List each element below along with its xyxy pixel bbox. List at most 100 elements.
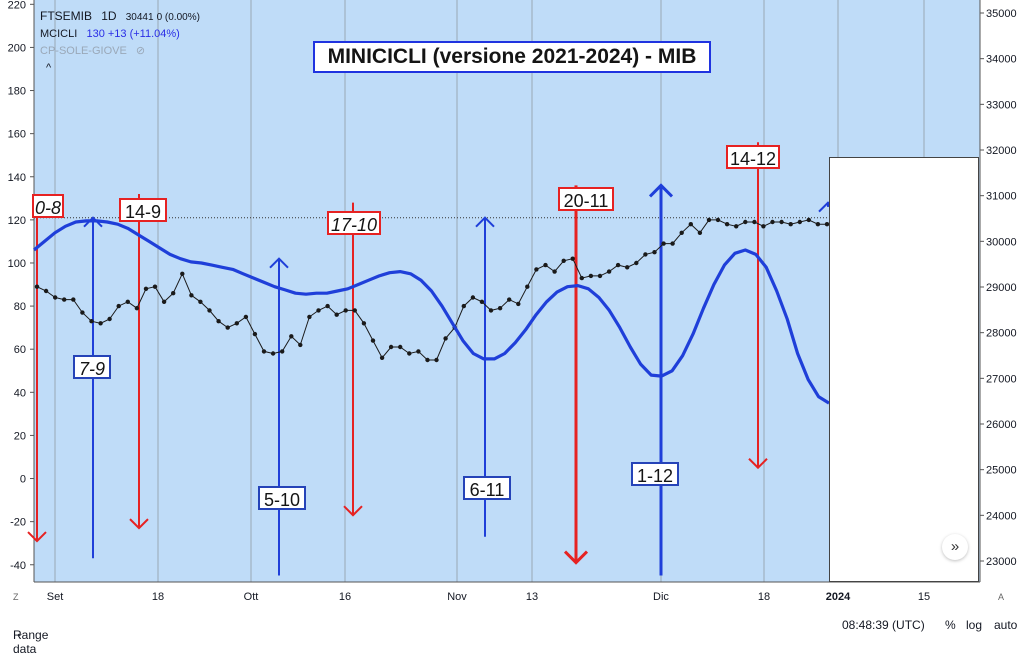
price-point <box>552 269 557 274</box>
arrow-head-8 <box>748 458 768 470</box>
price-point <box>688 222 693 227</box>
clock-time[interactable]: 08:48:39 (UTC) <box>842 618 925 632</box>
right-tick-label: 28000 <box>986 328 1017 340</box>
arrow-head-1 <box>83 216 103 228</box>
price-point <box>216 319 221 324</box>
left-tick-label: 160 <box>8 129 26 141</box>
left-tick-label: 20 <box>14 430 26 442</box>
legend-symbol[interactable]: FTSEMIB <box>40 9 93 23</box>
x-tick-label: 13 <box>526 591 538 603</box>
price-point <box>98 321 103 326</box>
auto-toggle[interactable]: auto <box>994 618 1018 632</box>
legend-collapse[interactable]: ^ <box>46 62 52 74</box>
price-point <box>225 325 230 330</box>
price-point <box>615 262 621 268</box>
price-point <box>634 260 639 266</box>
price-point <box>643 252 648 257</box>
price-point <box>588 273 594 279</box>
left-tick-label: 40 <box>14 387 26 399</box>
left-tick-label: 220 <box>8 0 26 11</box>
price-point <box>180 271 185 276</box>
price-point <box>770 219 775 225</box>
cycle-label-6-11: 6-11 <box>463 476 511 500</box>
price-point <box>234 321 239 326</box>
eye-off-icon[interactable]: ⊘ <box>135 45 146 57</box>
price-point <box>171 291 176 296</box>
price-point <box>53 295 58 300</box>
price-point <box>43 288 49 294</box>
price-point <box>579 275 584 281</box>
cycle-label-14-9: 14-9 <box>119 198 167 222</box>
price-point <box>734 224 739 229</box>
price-point <box>434 357 439 363</box>
legend-row-symbol: FTSEMIB 1D 30441 0 (0.00%) <box>40 8 200 26</box>
price-point <box>334 312 339 317</box>
price-point <box>752 219 757 225</box>
right-tick-label: 24000 <box>986 510 1017 522</box>
arrow-head-4 <box>343 505 363 517</box>
price-point <box>388 344 394 350</box>
zoom-corner-right[interactable]: A <box>998 592 1005 602</box>
price-line <box>36 219 827 361</box>
price-point <box>697 230 703 235</box>
mcicli-cycle-line <box>32 219 830 405</box>
right-tick-label: 30000 <box>986 236 1017 248</box>
log-toggle[interactable]: log <box>966 618 983 632</box>
price-point <box>407 351 412 356</box>
arrow-head-2 <box>129 518 149 530</box>
price-point <box>34 284 40 289</box>
price-point <box>298 342 303 348</box>
price-point <box>198 299 203 304</box>
left-tick-label: 80 <box>14 301 26 313</box>
price-point <box>652 250 657 255</box>
cycle-label-17-10: 17-10 <box>327 211 381 235</box>
legend-hidden-indicator[interactable]: CP-SOLE-GIOVE <box>40 45 127 57</box>
right-tick-label: 23000 <box>986 556 1017 568</box>
legend-indicator-value: 130 <box>86 28 105 40</box>
price-point <box>661 241 666 246</box>
right-tick-label: 32000 <box>986 145 1017 157</box>
price-point <box>561 258 566 263</box>
price-point <box>597 273 603 279</box>
price-point <box>107 316 112 322</box>
left-tick-label: 0 <box>20 474 26 486</box>
price-point <box>116 303 121 309</box>
price-point <box>525 284 530 289</box>
x-tick-label: 2024 <box>826 591 851 603</box>
price-point <box>189 293 194 298</box>
cycle-label-20-11: 20-11 <box>558 187 614 211</box>
price-point <box>761 224 766 229</box>
right-tick-label: 33000 <box>986 99 1017 111</box>
legend-indicator[interactable]: MCICLI <box>40 28 78 40</box>
right-tick-label: 35000 <box>986 8 1017 20</box>
percent-toggle[interactable]: % <box>945 618 956 632</box>
price-point <box>398 344 403 350</box>
cycle-label-0-8: 0-8 <box>32 194 64 218</box>
price-point <box>307 314 312 320</box>
price-point <box>89 319 94 324</box>
scroll-to-realtime-button[interactable]: » <box>942 534 968 560</box>
legend-price: 30441 <box>125 12 154 23</box>
cycle-label-1-12: 1-12 <box>631 462 679 486</box>
price-point <box>715 217 721 223</box>
zoom-corner-left[interactable]: Z <box>13 592 19 602</box>
price-point <box>352 308 357 313</box>
price-point <box>724 222 730 227</box>
x-tick-label: Ott <box>244 591 259 603</box>
price-point <box>743 219 748 225</box>
x-tick-label: 18 <box>152 591 164 603</box>
price-point <box>125 299 130 304</box>
price-point <box>361 321 367 326</box>
arrow-head-3 <box>269 257 289 269</box>
arrow-head-7 <box>648 183 674 198</box>
arrow-head-5 <box>475 216 495 228</box>
blank-panel <box>829 157 979 582</box>
right-tick-label: 31000 <box>986 191 1017 203</box>
price-point <box>270 351 276 356</box>
left-tick-label: 60 <box>14 344 26 356</box>
price-point <box>806 217 811 223</box>
right-tick-label: 26000 <box>986 419 1017 431</box>
legend-change: 0 (0.00%) <box>156 12 200 23</box>
price-point <box>797 219 802 225</box>
price-point <box>252 331 258 337</box>
